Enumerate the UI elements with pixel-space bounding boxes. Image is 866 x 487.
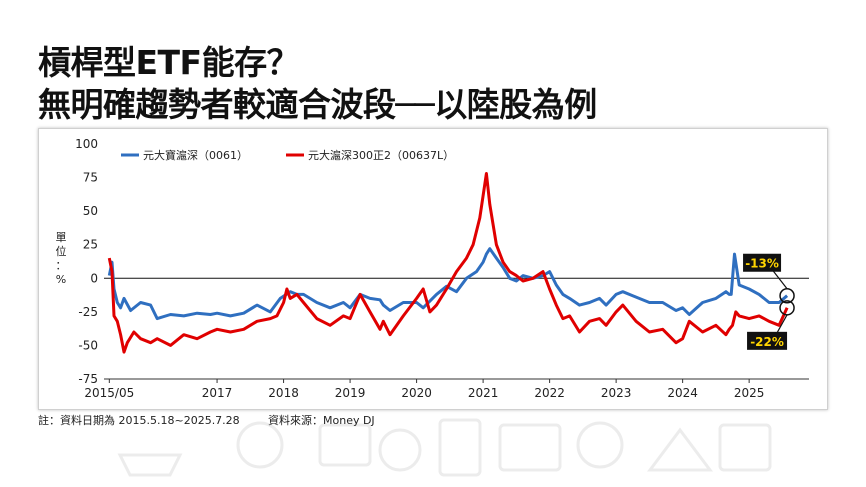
y-tick-label: -25 [78, 305, 98, 319]
y-tick-label: -75 [78, 372, 98, 386]
y-tick-label: 75 [83, 171, 98, 185]
chart-panel: 100 75 50 25 0 -25 -50 -75 2015/05 2017 2018 2019 20… [38, 128, 828, 410]
y-tick-label: 100 [75, 137, 98, 151]
y-axis-label-char: 單 [56, 231, 67, 244]
legend-label-2: 元大滬深300正2（00637L） [308, 148, 454, 162]
callout-pointer-blue [772, 270, 788, 290]
date-range-note: 註：資料日期為 2015.5.18~2025.7.28 [38, 414, 240, 427]
end-marker-red [779, 300, 795, 316]
x-tick-label: 2019 [335, 386, 366, 400]
x-tick-label: 2020 [401, 386, 432, 400]
legend-label-1: 元大寶滬深（0061） [143, 148, 248, 162]
x-tick-label: 2022 [534, 386, 565, 400]
background-finance-illustration [117, 418, 772, 477]
y-tick-label: 50 [83, 204, 98, 218]
y-axis-label-char: ： [56, 259, 67, 272]
series-line-2 [107, 172, 789, 354]
title-line-1: 槓桿型ETF能存？ [38, 43, 300, 82]
y-axis-label-char: 位 [56, 244, 67, 258]
callout-box-red [747, 331, 788, 350]
y-tick-label: 0 [90, 271, 98, 285]
source-note: 資料來源：Money DJ [268, 414, 375, 427]
x-tick-label: 2015/05 [84, 386, 134, 400]
title-line-2: 無明確趨勢者較適合波段──以陸股為例 [38, 85, 597, 124]
y-axis-label-char: % [56, 273, 66, 286]
callout-box-blue [743, 253, 782, 272]
x-tick-label: 2025 [734, 386, 765, 400]
callout-pointer-red [776, 314, 788, 334]
series-line-1 [107, 247, 789, 321]
x-tick-label: 2021 [468, 386, 499, 400]
callout-label-blue: -13% [745, 257, 779, 271]
callout-label-red: -22% [750, 335, 784, 349]
x-tick-label: 2024 [667, 386, 698, 400]
x-tick-label: 2017 [202, 386, 233, 400]
x-tick-label: 2018 [268, 386, 299, 400]
y-tick-label: -50 [78, 338, 98, 352]
y-tick-label: 25 [83, 238, 98, 252]
x-tick-label: 2023 [601, 386, 632, 400]
